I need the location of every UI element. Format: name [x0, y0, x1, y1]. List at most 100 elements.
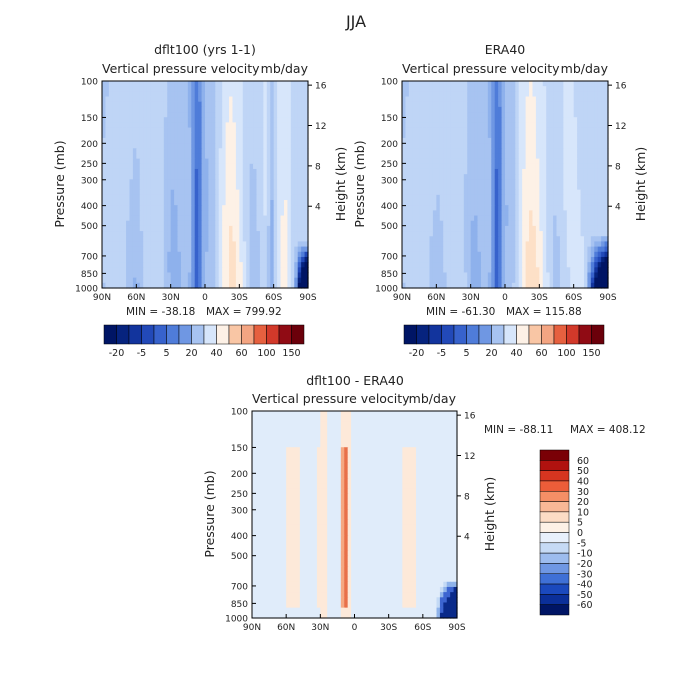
heatmap-cell — [246, 117, 251, 123]
heatmap-cell — [487, 267, 492, 274]
heatmap-cell — [467, 143, 472, 149]
heatmap-cell — [139, 262, 144, 268]
heatmap-cell — [443, 174, 448, 180]
heatmap-cell — [477, 86, 482, 92]
heatmap-cell — [405, 137, 410, 144]
heatmap-cell — [505, 241, 510, 248]
heatmap-cell — [415, 251, 420, 258]
heatmap-cell — [294, 148, 299, 155]
heatmap-cell — [246, 86, 251, 92]
heatmap-cell — [194, 132, 199, 139]
heatmap-cell — [604, 86, 609, 92]
heatmap-cell — [467, 184, 472, 191]
heatmap-cell — [577, 106, 582, 113]
heatmap-cell — [539, 163, 544, 170]
heatmap-cell — [505, 189, 510, 196]
heatmap-cell — [566, 127, 571, 134]
heatmap-cell — [129, 148, 134, 155]
heatmap-cell — [235, 174, 240, 180]
heatmap-cell — [601, 236, 606, 243]
heatmap-cell — [218, 210, 223, 217]
heatmap-cell — [294, 251, 299, 258]
heatmap-cell — [256, 236, 261, 243]
heatmap-cell — [601, 262, 606, 268]
heatmap-cell — [405, 220, 410, 227]
heatmap-cell — [174, 184, 179, 191]
heatmap-cell — [549, 143, 554, 149]
heatmap-cell — [573, 106, 578, 113]
heatmap-cell — [304, 210, 309, 217]
heatmap-cell — [191, 81, 196, 87]
heatmap-cell — [453, 184, 458, 191]
heatmap-cell — [484, 179, 489, 186]
heatmap-cell — [139, 117, 144, 123]
heatmap-cell — [549, 262, 554, 268]
heatmap-cell — [283, 117, 288, 123]
heatmap-cell — [280, 168, 285, 175]
heatmap-cell — [105, 215, 110, 222]
heatmap-cell — [460, 96, 465, 103]
heatmap-cell — [225, 215, 230, 222]
heatmap-cell — [294, 210, 299, 217]
heatmap-cell — [174, 256, 179, 263]
heatmap-cell — [553, 132, 558, 139]
heatmap-cell — [460, 251, 465, 258]
heatmap-cell — [270, 122, 275, 129]
heatmap-cell — [439, 251, 444, 258]
heatmap-cell — [553, 189, 558, 196]
heatmap-cell — [256, 158, 261, 165]
heatmap-cell — [215, 153, 220, 160]
heatmap-cell — [304, 184, 309, 191]
heatmap-cell — [122, 262, 127, 268]
heatmap-cell — [487, 236, 492, 243]
heatmap-cell — [522, 143, 527, 149]
heatmap-cell — [467, 256, 472, 263]
heatmap-cell — [436, 153, 441, 160]
heatmap-cell — [270, 174, 275, 180]
heatmap-cell — [184, 91, 189, 98]
heatmap-cell — [280, 86, 285, 92]
heatmap-cell — [153, 86, 158, 92]
heatmap-cell — [511, 168, 516, 175]
heatmap-cell — [429, 231, 434, 237]
heatmap-cell — [246, 256, 251, 263]
heatmap-cell — [191, 101, 196, 108]
heatmap-cell — [532, 91, 537, 98]
heatmap-cell — [119, 91, 124, 98]
heatmap-cell — [549, 91, 554, 98]
heatmap-cell — [184, 251, 189, 258]
heatmap-cell — [235, 205, 240, 211]
heatmap-cell — [450, 91, 455, 98]
heatmap-cell — [143, 117, 148, 123]
heatmap-cell — [184, 262, 189, 268]
heatmap-cell — [194, 112, 199, 118]
heatmap-cell — [559, 158, 564, 165]
heatmap-cell — [402, 215, 407, 222]
heatmap-cell — [187, 215, 192, 222]
heatmap-cell — [539, 174, 544, 180]
heatmap-cell — [122, 220, 127, 227]
heatmap-cell — [156, 241, 161, 248]
heatmap-cell — [556, 220, 561, 227]
heatmap-cell — [266, 220, 271, 227]
heatmap-cell — [535, 143, 540, 149]
heatmap-cell — [160, 282, 165, 289]
heatmap-cell — [463, 194, 468, 201]
heatmap-cell — [289, 411, 294, 417]
heatmap-cell — [529, 163, 534, 170]
heatmap-cell — [470, 137, 475, 144]
heatmap-cell — [460, 262, 465, 268]
heatmap-cell — [232, 267, 237, 274]
heatmap-cell — [432, 262, 437, 268]
heatmap-cell — [556, 122, 561, 129]
heatmap-cell — [597, 163, 602, 170]
heatmap-cell — [270, 251, 275, 258]
heatmap-cell — [136, 81, 141, 87]
heatmap-cell — [277, 81, 282, 87]
heatmap-cell — [505, 174, 510, 180]
heatmap-cell — [429, 194, 434, 201]
heatmap-cell — [112, 168, 117, 175]
heatmap-cell — [139, 200, 144, 206]
heatmap-cell — [559, 91, 564, 98]
heatmap-cell — [439, 86, 444, 92]
